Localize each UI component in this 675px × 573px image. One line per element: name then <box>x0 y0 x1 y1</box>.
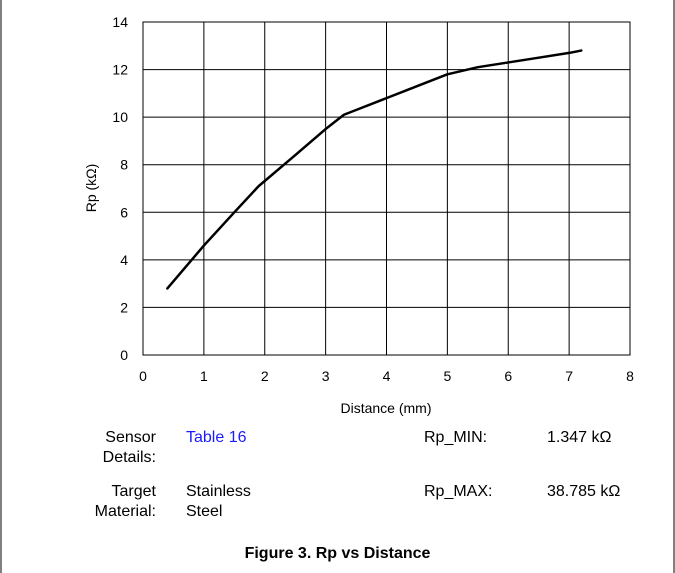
x-tick-label: 1 <box>200 368 208 384</box>
target-material-value: Stainless Steel <box>186 483 251 520</box>
y-tick-label: 14 <box>112 14 128 30</box>
series-lines <box>166 49 583 290</box>
y-axis-label: Rp (kΩ) <box>83 164 99 213</box>
rp-max-label: Rp_MAX: <box>424 483 493 500</box>
target-material-label: Target Material: <box>94 483 156 520</box>
y-tick-label: 6 <box>120 204 128 220</box>
rp-max-value: 38.785 kΩ <box>547 483 621 500</box>
y-tick-label: 8 <box>120 157 128 173</box>
y-tick-label: 0 <box>120 347 128 363</box>
rp-min-value: 1.347 kΩ <box>547 429 612 446</box>
y-tick-label: 12 <box>112 62 128 78</box>
rp-min-label: Rp_MIN: <box>424 429 488 446</box>
plot-area-border <box>142 21 631 356</box>
y-tick-label: 4 <box>120 252 128 268</box>
series-line-0 <box>166 49 583 290</box>
x-axis-label: Distance (mm) <box>340 400 431 416</box>
x-tick-label: 7 <box>565 368 573 384</box>
y-tick-label: 2 <box>120 299 128 315</box>
x-tick-label: 5 <box>443 368 451 384</box>
x-tick-label: 0 <box>139 368 147 384</box>
x-tick-label: 8 <box>626 368 634 384</box>
x-tick-label: 4 <box>383 368 391 384</box>
sensor-details-label: Sensor Details: <box>102 429 156 466</box>
x-tick-label: 2 <box>261 368 269 384</box>
sensor-details-link[interactable]: Table 16 <box>186 429 247 446</box>
figure-caption: Figure 3. Rp vs Distance <box>244 545 431 562</box>
grid-lines <box>142 21 631 356</box>
x-tick-label: 6 <box>504 368 512 384</box>
x-tick-label: 3 <box>322 368 330 384</box>
y-tick-label: 10 <box>112 109 128 125</box>
